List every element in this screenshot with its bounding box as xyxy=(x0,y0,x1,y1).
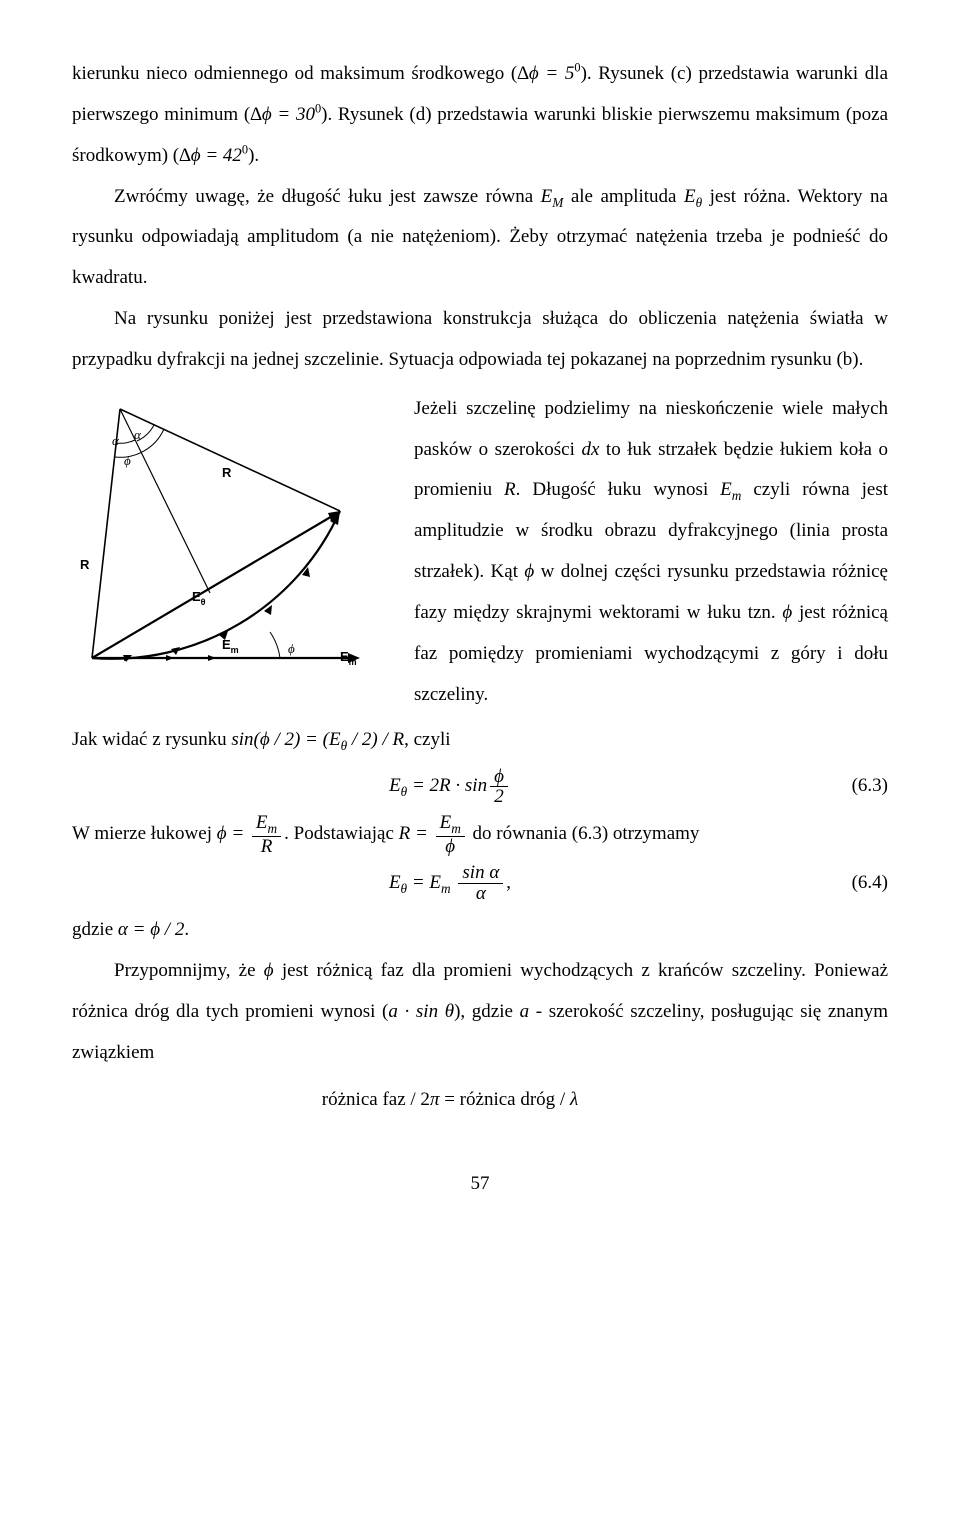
svg-text:ϕ: ϕ xyxy=(124,453,131,468)
relation-line: różnica faz / 2π = różnica dróg / λ xyxy=(72,1080,888,1121)
svg-text:R: R xyxy=(222,465,232,480)
equation-number: (6.3) xyxy=(828,766,888,807)
text: kierunku nieco odmiennego od maksimum śr… xyxy=(72,63,517,84)
para-5: W mierze łukowej ϕ = EmR. Podstawiając R… xyxy=(72,813,888,857)
inline-math: ∆ϕ = 420 xyxy=(179,145,248,166)
para-1: kierunku nieco odmiennego od maksimum śr… xyxy=(72,54,888,177)
inline-math: ∆ϕ = 50 xyxy=(517,63,580,84)
svg-text:R: R xyxy=(80,557,90,572)
phasor-figure: α α ϕ R R Eθ Em ϕ Em xyxy=(72,389,392,716)
figure-and-text: α α ϕ R R Eθ Em ϕ Em Jeżeli szczelinę po… xyxy=(72,389,888,716)
para-3: Na rysunku poniżej jest przedstawiona ko… xyxy=(72,299,888,381)
equation-6-3: Eθ = 2R · sinϕ2 (6.3) xyxy=(72,766,888,807)
figure-side-text: Jeżeli szczelinę podzielimy na nieskończ… xyxy=(414,389,888,716)
equation-number: (6.4) xyxy=(828,863,888,904)
svg-text:α: α xyxy=(134,427,142,442)
svg-text:ϕ: ϕ xyxy=(288,641,295,656)
svg-text:α: α xyxy=(112,433,120,448)
inline-math: ∆ϕ = 300 xyxy=(250,104,321,125)
equation-6-4: Eθ = Em sin αα, (6.4) xyxy=(72,863,888,904)
page-number: 57 xyxy=(72,1164,888,1205)
para-4: Jak widać z rysunku sin(ϕ / 2) = (Eθ / 2… xyxy=(72,720,888,761)
text: ). xyxy=(248,145,259,166)
para-6: gdzie α = ϕ / 2. xyxy=(72,910,888,951)
svg-text:Em: Em xyxy=(222,637,239,655)
para-2: Zwróćmy uwagę, że długość łuku jest zaws… xyxy=(72,177,888,300)
svg-text:Em: Em xyxy=(340,649,357,667)
para-7: Przypomnijmy, że ϕ jest różnicą faz dla … xyxy=(72,951,888,1074)
